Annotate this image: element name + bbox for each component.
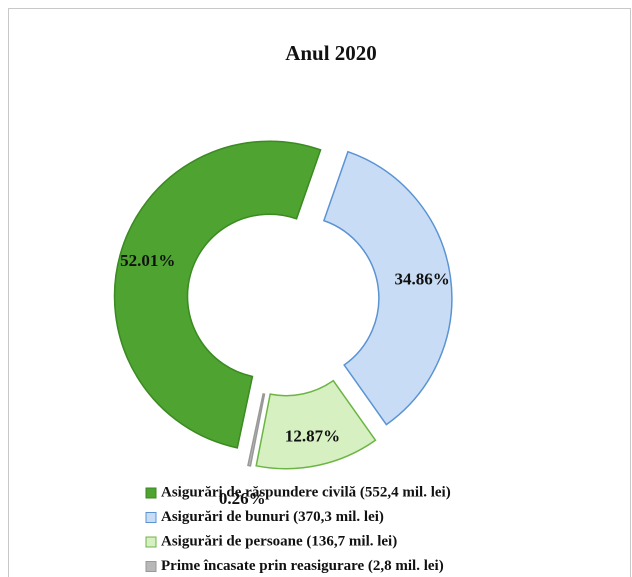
legend-label: Asigurări de răspundere civilă (552,4 mi… [161, 484, 451, 500]
data-label: 12.87% [285, 426, 340, 445]
data-label: 52.01% [120, 251, 175, 270]
chart-title: Anul 2020 [285, 41, 377, 65]
legend-label: Prime încasate prin reasigurare (2,8 mil… [161, 558, 444, 574]
donut-segment [255, 379, 377, 470]
legend-label: Asigurări de bunuri (370,3 mil. lei) [161, 509, 384, 525]
legend-label: Asigurări de persoane (136,7 mil. lei) [161, 533, 397, 549]
legend-swatch [145, 512, 157, 523]
donut-segment [113, 140, 322, 449]
donut-segment [322, 150, 453, 426]
data-label: 0.26% [219, 489, 266, 508]
chart-border [8, 8, 631, 577]
data-label: 34.86% [395, 269, 450, 288]
legend-swatch [145, 487, 157, 499]
legend-swatch [145, 561, 157, 572]
donut-segment [247, 393, 266, 467]
legend-swatch [145, 536, 157, 548]
